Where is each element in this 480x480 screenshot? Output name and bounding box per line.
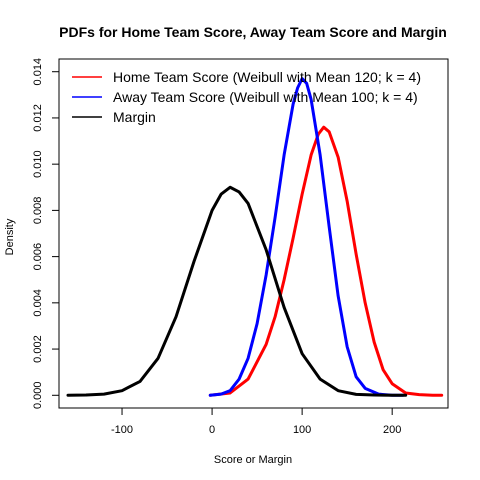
y-tick-label: 0.010 [32, 150, 44, 178]
legend: Home Team Score (Weibull with Mean 120; … [72, 69, 421, 125]
x-axis-label: Score or Margin [214, 454, 292, 466]
x-tick-label: 100 [293, 424, 311, 436]
y-tick-label: 0.008 [32, 197, 44, 225]
y-tick-label: 0.004 [32, 289, 44, 317]
series-line-1 [208, 77, 405, 397]
x-tick-label: 200 [383, 424, 401, 436]
x-tick-label: -100 [111, 424, 133, 436]
y-axis: 0.000 0.002 0.004 0.006 0.008 0.010 0.012 0.014 [32, 58, 60, 410]
x-axis: -100 0 100 200 [111, 407, 401, 436]
y-tick-label: 0.012 [32, 104, 44, 132]
legend-label-2: Margin [113, 109, 156, 125]
legend-label-1: Away Team Score (Weibull with Mean 100; … [113, 89, 418, 105]
y-tick-label: 0.006 [32, 243, 44, 271]
y-tick-label: 0.000 [32, 382, 44, 410]
series-line-0 [208, 125, 444, 397]
legend-label-0: Home Team Score (Weibull with Mean 120; … [113, 69, 421, 85]
y-axis-label: Density [4, 218, 16, 255]
series-line-2 [66, 185, 408, 397]
y-tick-label: 0.014 [32, 58, 44, 86]
x-tick-label: 0 [209, 424, 215, 436]
y-tick-label: 0.002 [32, 335, 44, 363]
chart-title: PDFs for Home Team Score, Away Team Scor… [59, 24, 447, 40]
